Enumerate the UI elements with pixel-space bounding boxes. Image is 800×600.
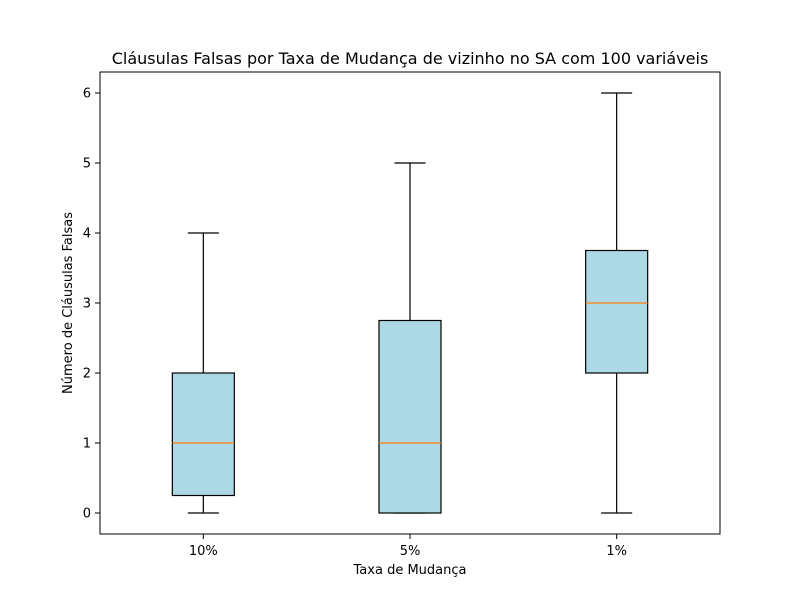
y-tick-label: 0 [83,507,91,522]
box [585,249,649,374]
chart-title: Cláusulas Falsas por Taxa de Mudança de … [112,49,709,68]
y-tick-label: 2 [83,367,91,382]
y-tick-label: 3 [83,297,91,312]
plot-area: 0 1 2 3 4 5 6 10% 5% 1% [83,71,721,559]
y-tick-label: 4 [83,227,91,242]
x-tick-label: 5% [400,544,421,559]
x-tick-label: 1% [606,544,627,559]
y-axis-label: Número de Cláusulas Falsas [61,212,76,394]
x-axis-label: Taxa de Mudança [353,563,467,578]
y-tick-label: 6 [83,87,91,102]
box [171,372,235,497]
y-tick-label: 1 [83,437,91,452]
x-tick-label: 10% [189,544,218,559]
y-tick-label: 5 [83,157,91,172]
box [378,319,442,514]
